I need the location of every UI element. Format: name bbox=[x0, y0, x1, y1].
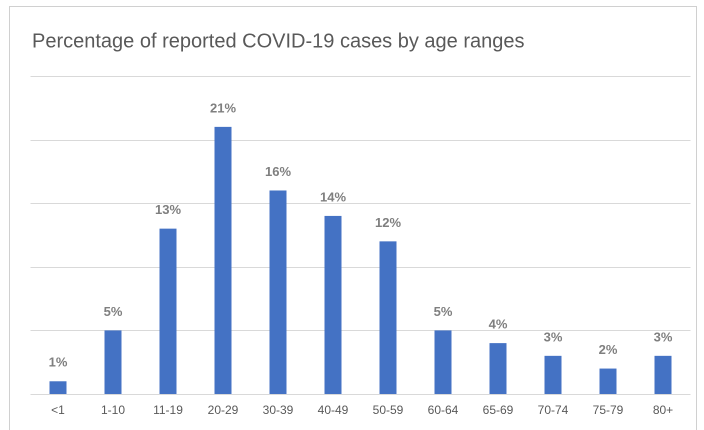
bar bbox=[104, 330, 122, 394]
bar bbox=[379, 241, 397, 394]
x-tick-label: 11-19 bbox=[153, 403, 183, 417]
bar bbox=[599, 368, 617, 394]
bar bbox=[269, 190, 287, 394]
x-tick-label: 80+ bbox=[653, 403, 673, 417]
data-label: 1% bbox=[49, 355, 68, 370]
data-label: 5% bbox=[104, 304, 123, 319]
data-label: 4% bbox=[489, 317, 508, 332]
bar bbox=[324, 215, 342, 394]
x-tick-label: 50-59 bbox=[373, 403, 404, 417]
bar bbox=[434, 330, 452, 394]
data-label: 2% bbox=[599, 342, 618, 357]
data-label: 14% bbox=[320, 189, 346, 204]
data-label: 3% bbox=[654, 329, 673, 344]
bar bbox=[159, 228, 177, 394]
x-tick-label: 70-74 bbox=[538, 403, 569, 417]
data-label: 16% bbox=[265, 164, 291, 179]
x-tick-label: 75-79 bbox=[593, 403, 624, 417]
data-label: 3% bbox=[544, 329, 563, 344]
data-label: 21% bbox=[210, 100, 236, 115]
x-tick-label: 65-69 bbox=[483, 403, 514, 417]
chart-title: Percentage of reported COVID-19 cases by… bbox=[32, 30, 525, 52]
chart-frame bbox=[9, 6, 697, 430]
x-tick-label: 30-39 bbox=[263, 403, 294, 417]
bar bbox=[49, 381, 67, 394]
data-label: 13% bbox=[155, 202, 181, 217]
data-label: 12% bbox=[375, 215, 401, 230]
x-tick-label: <1 bbox=[51, 403, 65, 417]
bar bbox=[214, 126, 232, 394]
bar bbox=[489, 343, 507, 394]
x-tick-label: 1-10 bbox=[101, 403, 125, 417]
bar bbox=[654, 355, 672, 394]
bar bbox=[544, 355, 562, 394]
x-tick-label: 60-64 bbox=[428, 403, 459, 417]
x-tick-label: 20-29 bbox=[208, 403, 239, 417]
x-tick-label: 40-49 bbox=[318, 403, 349, 417]
data-label: 5% bbox=[434, 304, 453, 319]
